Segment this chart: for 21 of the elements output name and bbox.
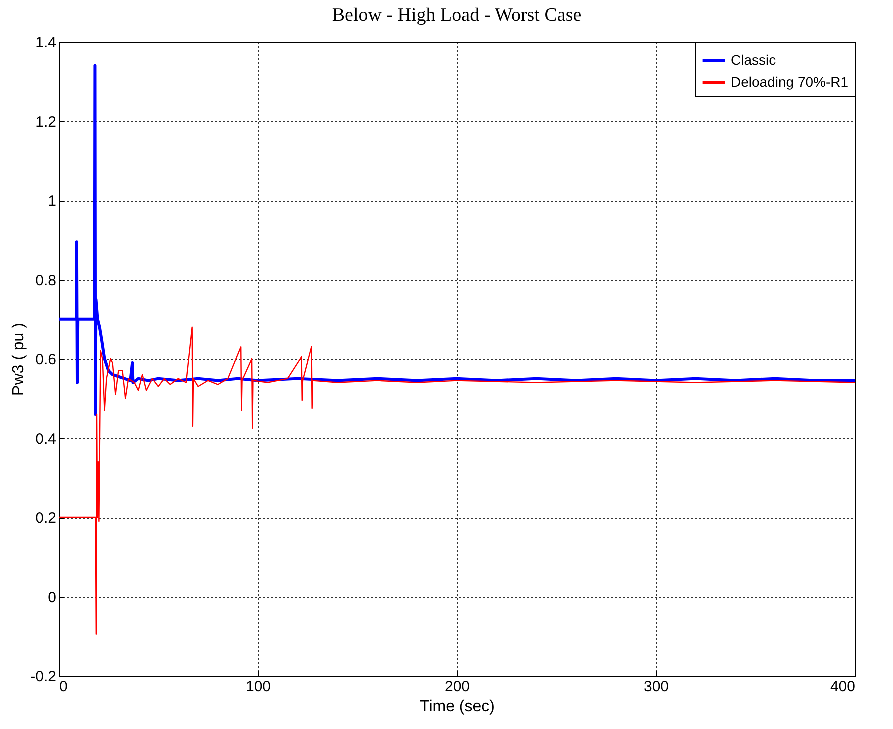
- x-tick-label: 400: [830, 678, 856, 696]
- y-tick-label: -0.2: [30, 668, 56, 686]
- x-tick-label: 100: [246, 678, 272, 696]
- x-tick-label: 0: [60, 678, 68, 696]
- y-tick-label: 1.4: [36, 34, 56, 52]
- y-tick-label: 0.6: [36, 352, 56, 368]
- y-axis-title: Pw3 ( pu ): [10, 323, 28, 396]
- legend-label: Classic: [731, 52, 776, 68]
- line-series: [59, 326, 855, 635]
- y-tick-label: 0.2: [36, 510, 56, 527]
- y-tick-label: 0: [48, 589, 56, 606]
- x-tick-label: 300: [644, 678, 670, 696]
- x-tick-label: 200: [444, 678, 470, 696]
- x-axis-title: Time (sec): [420, 698, 495, 716]
- y-tick-label: 1.2: [36, 114, 56, 131]
- y-tick-label: 0.8: [36, 272, 56, 290]
- chart-title: Below - High Load - Worst Case: [332, 5, 582, 26]
- legend-label: Deloading 70%-R1: [731, 74, 849, 90]
- line-series: [59, 64, 855, 416]
- y-tick-label: 0.4: [36, 430, 56, 448]
- y-tick-label: 1: [48, 193, 56, 210]
